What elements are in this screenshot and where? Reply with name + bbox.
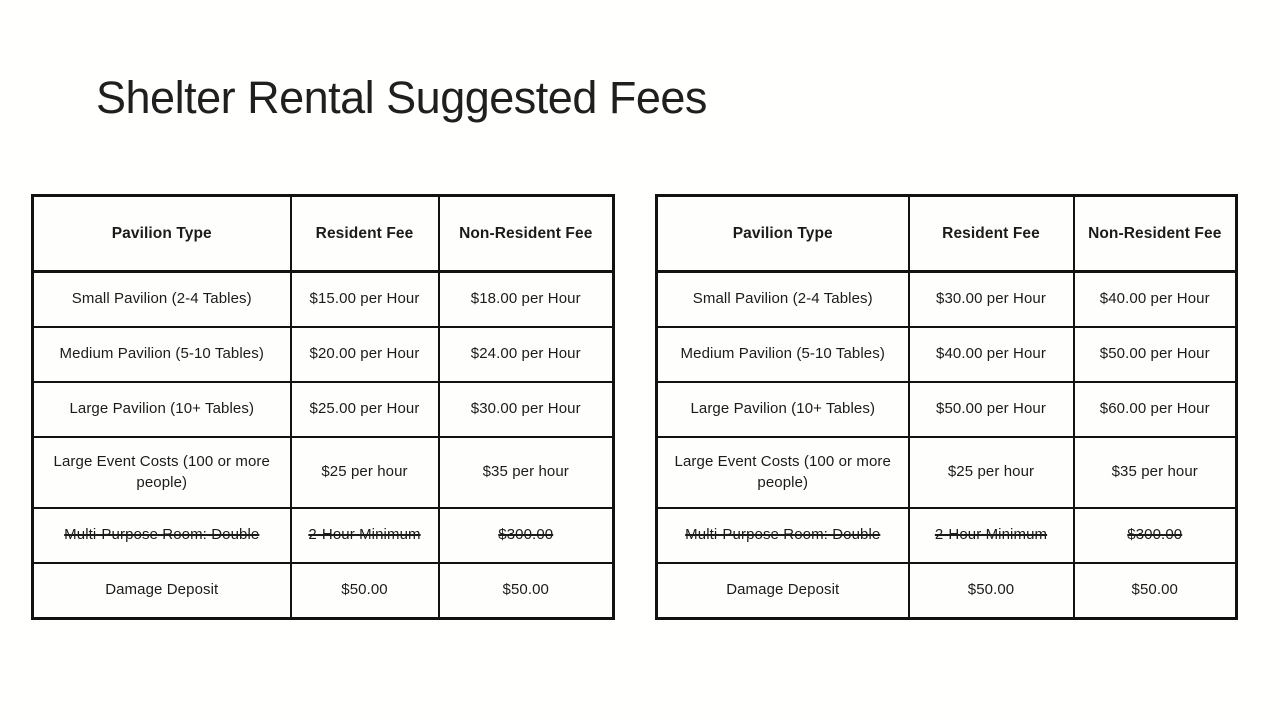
table-cell: $300.00 [437,507,615,564]
table-row: Small Pavilion (2-4 Tables) $15.00 per H… [31,270,615,328]
table-cell: Medium Pavilion (5-10 Tables) [655,326,910,383]
table-cell: Damage Deposit [31,562,292,620]
table-cell: 2-Hour Minimum [289,507,440,564]
table-cell: $50.00 [1072,562,1238,620]
table-cell: $60.00 per Hour [1072,381,1238,438]
table-cell: Large Pavilion (10+ Tables) [655,381,910,438]
table-cell: Large Pavilion (10+ Tables) [31,381,292,438]
table-cell: Small Pavilion (2-4 Tables) [31,270,292,328]
column-header-non-resident-fee: Non-Resident Fee [1072,194,1238,273]
table-cell: $50.00 [437,562,615,620]
table-cell: Large Event Costs (100 or more people) [31,436,292,509]
table-row: Medium Pavilion (5-10 Tables) $40.00 per… [655,326,1238,383]
table-cell: $50.00 [289,562,440,620]
table-cell: Damage Deposit [655,562,910,620]
table-cell: 2-Hour Minimum [907,507,1075,564]
table-cell: Multi-Purpose Room: Double [655,507,910,564]
table-row: Large Event Costs (100 or more people) $… [655,436,1238,509]
table-cell: $40.00 per Hour [1072,270,1238,328]
header-row: Pavilion Type Resident Fee Non-Resident … [655,194,1238,273]
header-row: Pavilion Type Resident Fee Non-Resident … [31,194,615,273]
table-cell: $24.00 per Hour [437,326,615,383]
table-cell: $50.00 per Hour [1072,326,1238,383]
table-row: Small Pavilion (2-4 Tables) $30.00 per H… [655,270,1238,328]
table-row: Large Pavilion (10+ Tables) $25.00 per H… [31,381,615,438]
table-cell: $40.00 per Hour [907,326,1075,383]
page-title: Shelter Rental Suggested Fees [96,72,707,123]
table-cell: $50.00 per Hour [907,381,1075,438]
table-cell: Small Pavilion (2-4 Tables) [655,270,910,328]
table-row-struck: Multi-Purpose Room: Double 2-Hour Minimu… [655,507,1238,564]
table-cell: Large Event Costs (100 or more people) [655,436,910,509]
table-cell: $50.00 [907,562,1075,620]
table-row: Damage Deposit $50.00 $50.00 [655,562,1238,620]
table-row: Medium Pavilion (5-10 Tables) $20.00 per… [31,326,615,383]
table-row: Damage Deposit $50.00 $50.00 [31,562,615,620]
table-row-struck: Multi-Purpose Room: Double 2-Hour Minimu… [31,507,615,564]
table-row: Large Pavilion (10+ Tables) $50.00 per H… [655,381,1238,438]
table-cell: $15.00 per Hour [289,270,440,328]
column-header-non-resident-fee: Non-Resident Fee [437,194,615,273]
column-header-resident-fee: Resident Fee [907,194,1075,273]
column-header-resident-fee: Resident Fee [289,194,440,273]
table-cell: $20.00 per Hour [289,326,440,383]
table-cell: Medium Pavilion (5-10 Tables) [31,326,292,383]
table-cell: $25 per hour [907,436,1075,509]
column-header-pavilion-type: Pavilion Type [655,194,910,273]
table-cell: $300.00 [1072,507,1238,564]
column-header-pavilion-type: Pavilion Type [31,194,292,273]
table-cell: $30.00 per Hour [907,270,1075,328]
table-cell: $18.00 per Hour [437,270,615,328]
fees-table-right: Pavilion Type Resident Fee Non-Resident … [655,194,1238,620]
table-cell: $25.00 per Hour [289,381,440,438]
table-row: Large Event Costs (100 or more people) $… [31,436,615,509]
table-cell: $35 per hour [437,436,615,509]
fees-table-left: Pavilion Type Resident Fee Non-Resident … [31,194,615,620]
table-cell: $25 per hour [289,436,440,509]
table-cell: $35 per hour [1072,436,1238,509]
table-cell: Multi-Purpose Room: Double [31,507,292,564]
table-cell: $30.00 per Hour [437,381,615,438]
